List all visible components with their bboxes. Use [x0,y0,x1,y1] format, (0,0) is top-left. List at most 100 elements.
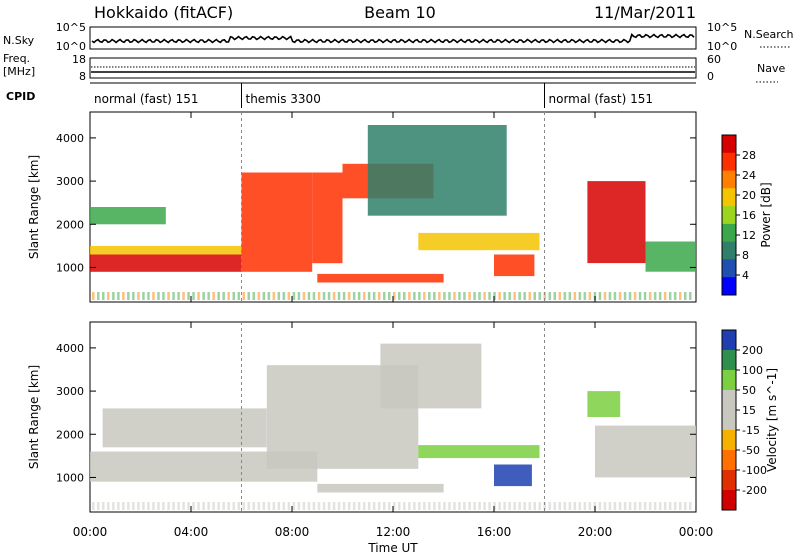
ground-scatter-mark [307,502,311,510]
ground-scatter-mark [197,502,200,510]
data-region [312,172,343,264]
cpid-mode-label: themis 3300 [246,92,321,106]
colorbar-tick-label: -200 [742,484,767,497]
ground-scatter-mark [332,292,336,300]
ground-scatter-mark [312,502,316,510]
ground-scatter-mark [207,502,210,510]
ground-scatter-mark [548,292,551,300]
ground-scatter-mark [638,502,642,510]
colorbar-swatch [722,170,736,189]
colorbar-tick-label: 20 [742,189,756,202]
data-region [241,172,313,272]
nave-top-tick: 60 [707,53,721,66]
colorbar-tick-label: 4 [742,269,749,282]
ground-scatter-mark [573,292,577,300]
ground-scatter-mark [312,292,316,300]
ground-scatter-mark [388,292,391,300]
ground-scatter-mark [653,502,657,510]
ground-scatter-mark [538,292,541,300]
ground-scatter-mark [453,502,456,510]
ground-scatter-mark [408,502,411,510]
ground-scatter-mark [413,502,416,510]
ground-scatter-mark [107,292,110,300]
ground-scatter-mark [187,502,190,510]
ground-scatter-mark [112,502,115,510]
colorbar-swatch [722,470,736,491]
x-tick-label: 20:00 [578,525,613,539]
ground-scatter-mark [528,292,531,300]
colorbar-swatch [722,241,736,260]
y-tick-label: 3000 [56,175,84,188]
cpid-strip: normal (fast) 151 themis 3300 normal (fast… [94,83,653,108]
ground-scatter-mark [282,292,286,300]
ground-scatter-mark [518,502,521,510]
ground-scatter-mark [212,292,215,300]
ground-scatter-mark [598,292,602,300]
ground-scatter-mark [468,292,471,300]
ground-scatter-mark [217,502,220,510]
colorbar-tick-label: 24 [742,169,756,182]
ground-scatter-mark [332,502,336,510]
cpid-mode-label: normal (fast) 151 [94,92,198,106]
colorbar-frame [721,329,737,511]
cpid-label: CPID [6,90,35,103]
ground-scatter-mark [167,292,170,300]
ground-scatter-mark [508,292,511,300]
ground-scatter-mark [287,502,291,510]
ground-scatter-mark [277,502,281,510]
nsearch-bottom-tick: 10^0 [707,40,737,53]
ground-scatter-mark [633,292,637,300]
ground-scatter-mark [588,292,592,300]
y-tick-label: 4000 [56,342,84,355]
ground-scatter-mark [679,502,682,510]
data-region [587,181,646,264]
freq-bottom-tick: 8 [79,70,86,83]
ground-scatter-mark [147,292,150,300]
y-tick-label: 2000 [56,218,84,231]
ground-scatter-mark [448,292,451,300]
ground-scatter-mark [648,502,652,510]
colorbar-swatch [722,370,736,391]
data-region [380,343,482,409]
ground-scatter-mark [352,502,356,510]
ground-scatter-mark [493,292,496,300]
data-region [418,445,540,459]
ground-scatter-mark [428,292,431,300]
ground-scatter-mark [137,502,140,510]
ground-scatter-mark [127,292,130,300]
ground-scatter-mark [302,502,306,510]
ground-scatter-mark [668,292,672,300]
colorbar-tick-label: -100 [742,464,767,477]
ground-scatter-mark [463,292,466,300]
ground-scatter-mark [362,502,366,510]
ground-scatter-mark [142,292,145,300]
ground-scatter-mark [117,292,120,300]
ground-scatter-mark [453,292,456,300]
ground-scatter-mark [112,292,115,300]
ground-scatter-mark [623,502,627,510]
y-tick-label: 1000 [56,471,84,484]
ground-scatter-mark [317,292,321,300]
ground-scatter-mark [222,292,225,300]
ground-scatter-mark [267,292,271,300]
ground-scatter-mark [423,292,426,300]
y-axis-label: Slant Range [km] [27,365,41,469]
noise-trace [91,32,695,44]
colorbar-tick-label: -15 [742,424,760,437]
ground-scatter-mark [393,292,396,300]
ground-scatter-mark [97,502,100,510]
ground-scatter-mark [117,502,120,510]
data-region [494,254,535,277]
ground-scatter-mark [172,292,175,300]
ground-scatter-mark [127,502,130,510]
ground-scatter-mark [483,502,486,510]
ground-scatter-mark [162,292,165,300]
ground-scatter-mark [337,502,341,510]
colorbar-tick-label: 8 [742,249,749,262]
power-panel: 1000 2000 3000 4000 Slant Range [km] 28 24 20 16… [27,111,773,303]
ground-scatter-mark [162,502,165,510]
nsearch-top-tick: 10^5 [707,21,737,34]
colorbar-label: Power [dB] [759,182,773,247]
y-tick-label: 4000 [56,132,84,145]
ground-scatter-mark [513,502,516,510]
